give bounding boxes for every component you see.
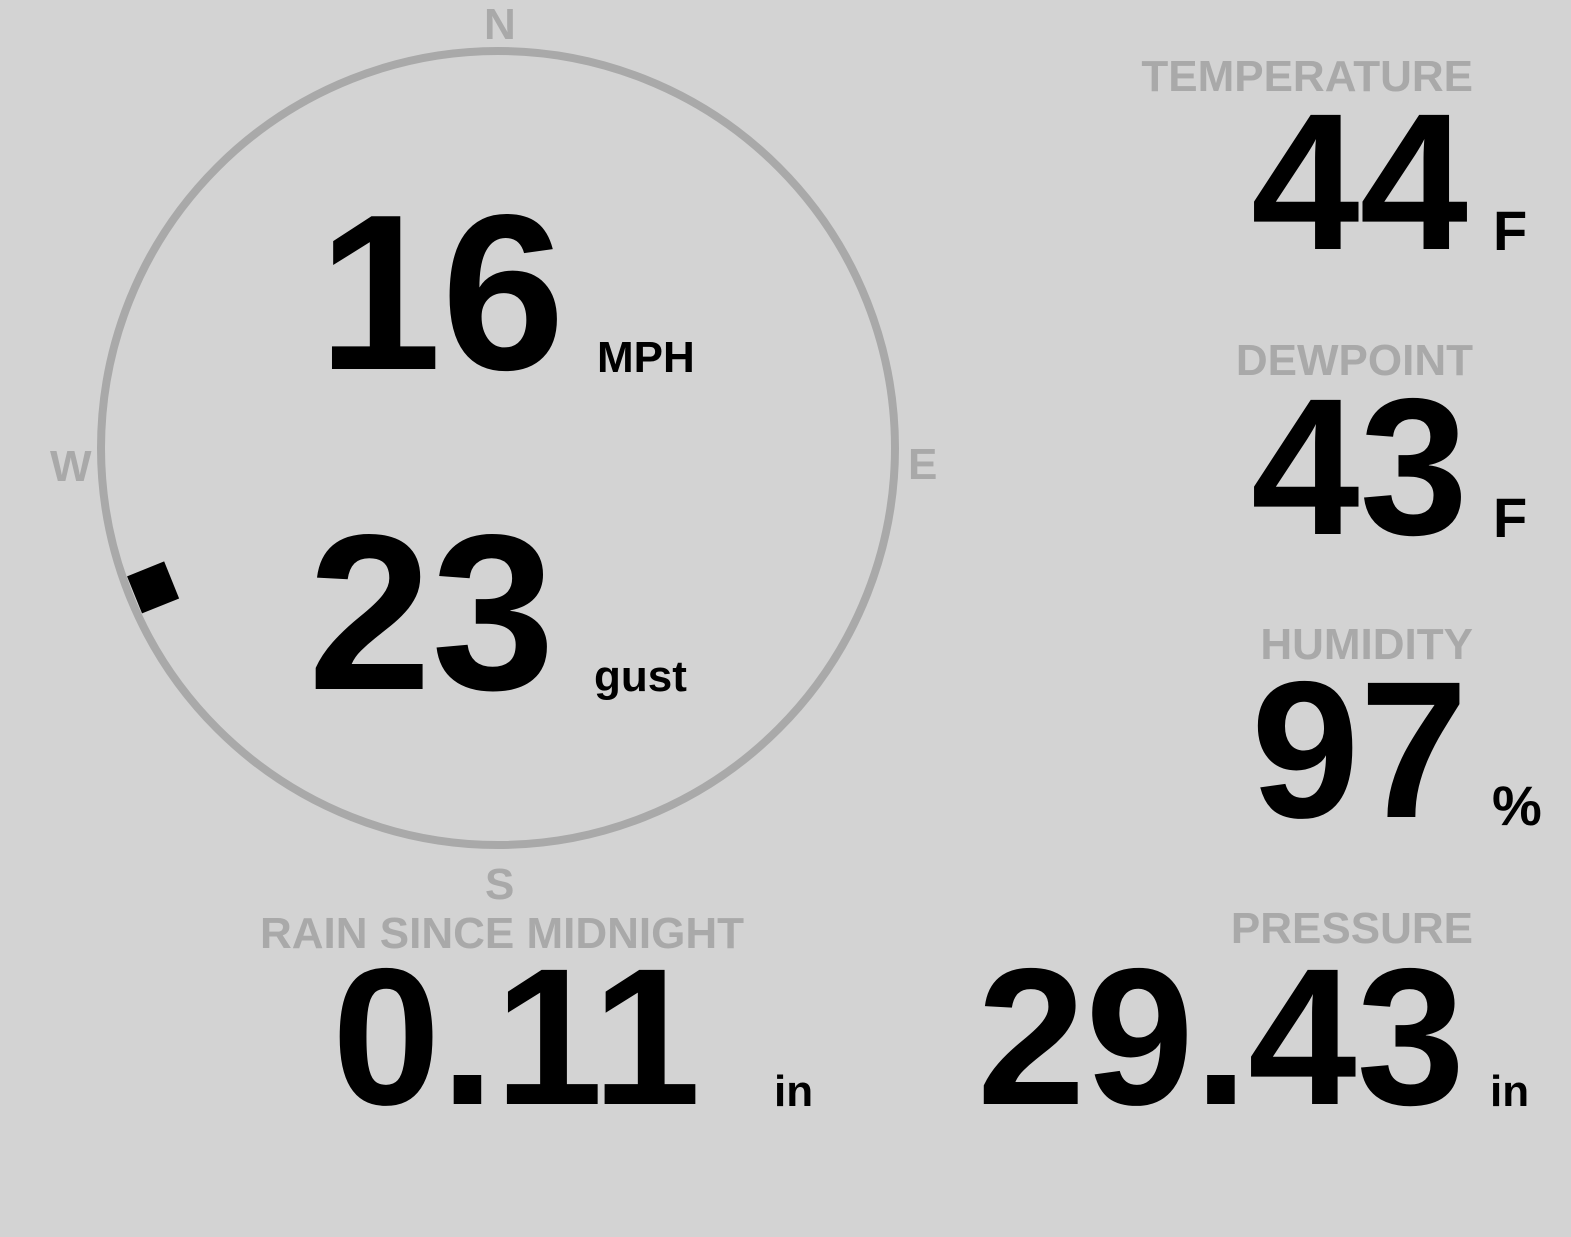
compass-west: W xyxy=(50,442,92,491)
wind-direction-marker xyxy=(127,561,180,614)
dewpoint-label: DEWPOINT xyxy=(1235,336,1473,385)
wind-gust-value: 23 xyxy=(308,489,555,737)
temperature-unit: F xyxy=(1493,199,1528,262)
pressure-value: 29.43 xyxy=(977,928,1465,1146)
humidity-label: HUMIDITY xyxy=(1260,620,1473,669)
compass-south: S xyxy=(485,860,515,909)
wind-speed-unit: MPH xyxy=(597,333,695,382)
wind-speed-value: 16 xyxy=(318,169,565,417)
rain-label: RAIN SINCE MIDNIGHT xyxy=(260,909,744,958)
humidity-unit: % xyxy=(1492,774,1542,837)
compass-east: E xyxy=(908,440,938,489)
compass-north: N xyxy=(484,0,516,49)
compass-ring xyxy=(97,47,899,849)
temperature-value: 44 xyxy=(1251,73,1468,291)
temperature-label: TEMPERATURE xyxy=(1141,52,1473,101)
dewpoint-value: 43 xyxy=(1251,358,1468,576)
wind-gust-label: gust xyxy=(594,652,687,701)
humidity-value: 97 xyxy=(1251,641,1468,859)
dewpoint-unit: F xyxy=(1493,486,1528,549)
pressure-unit: in xyxy=(1490,1067,1530,1116)
pressure-label: PRESSURE xyxy=(1230,904,1473,953)
rain-unit: in xyxy=(774,1067,814,1116)
rain-value: 0.11 xyxy=(332,928,701,1146)
